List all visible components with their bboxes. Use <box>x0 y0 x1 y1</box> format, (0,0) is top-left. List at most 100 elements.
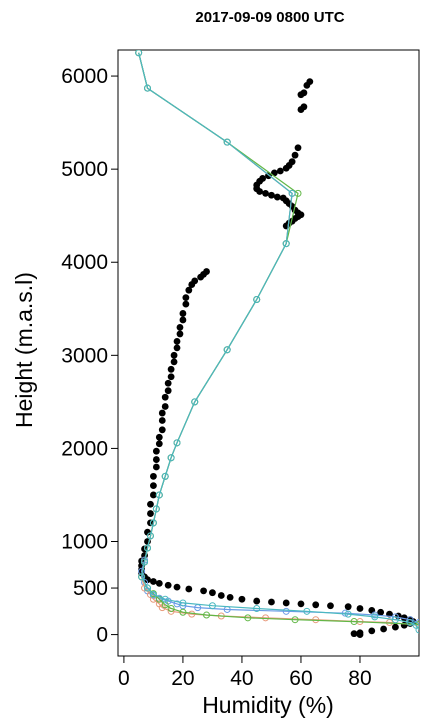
data-point <box>291 616 299 624</box>
series-4 <box>135 50 419 634</box>
data-point <box>144 576 151 584</box>
data-point <box>146 532 154 540</box>
y-tick-label: 500 <box>73 577 108 600</box>
data-point <box>179 316 187 324</box>
data-point <box>155 433 163 441</box>
series-line <box>138 52 419 624</box>
data-point <box>158 409 166 417</box>
data-point <box>179 608 187 616</box>
data-point <box>350 630 358 638</box>
data-point <box>173 439 181 447</box>
data-point <box>368 627 376 635</box>
data-point <box>158 417 166 424</box>
data-point <box>276 167 284 175</box>
data-point <box>415 626 419 634</box>
series-0 <box>138 78 417 638</box>
data-point <box>167 365 175 373</box>
data-point <box>262 189 269 197</box>
data-point <box>155 491 163 499</box>
data-point <box>144 84 152 92</box>
data-point <box>144 528 151 536</box>
data-point <box>273 193 281 201</box>
data-point <box>182 294 190 302</box>
data-point <box>406 618 414 626</box>
data-point <box>147 510 154 517</box>
data-point <box>297 106 305 113</box>
data-point <box>141 558 149 566</box>
data-point <box>138 573 146 581</box>
data-point <box>368 606 376 614</box>
data-point <box>158 426 166 434</box>
series-layer <box>135 50 419 638</box>
data-point <box>344 603 352 611</box>
data-point <box>155 579 163 587</box>
data-point <box>176 324 184 331</box>
data-point <box>161 393 169 401</box>
data-point <box>167 454 175 462</box>
data-point <box>152 456 160 463</box>
data-point <box>327 602 334 610</box>
y-tick-label: 3000 <box>61 344 108 367</box>
data-point <box>303 81 311 89</box>
data-point <box>391 623 399 631</box>
data-point <box>226 593 234 601</box>
data-point <box>149 591 157 599</box>
data-point <box>380 625 387 633</box>
y-tick-label: 0 <box>96 624 108 647</box>
data-point <box>253 597 261 605</box>
data-point <box>135 50 143 57</box>
data-point <box>297 91 305 99</box>
data-point <box>203 611 211 619</box>
data-point <box>179 599 187 607</box>
data-point <box>173 583 181 591</box>
data-point <box>208 602 216 610</box>
data-point <box>391 616 399 624</box>
data-point <box>268 598 275 606</box>
data-point <box>152 505 160 513</box>
data-point <box>400 621 408 629</box>
data-point <box>282 164 290 172</box>
y-axis: 0 500 1000 2000 3000 4000 5000 6000 <box>61 65 118 647</box>
data-point <box>356 605 364 612</box>
data-point <box>164 387 172 395</box>
x-tick-label: 80 <box>348 667 371 690</box>
data-point <box>167 605 175 613</box>
data-point <box>282 240 290 248</box>
data-point <box>371 611 379 619</box>
data-point <box>161 595 169 603</box>
data-point <box>185 286 193 294</box>
data-point <box>167 373 175 381</box>
y-tick-label: 4000 <box>61 251 108 274</box>
data-point <box>179 310 187 317</box>
data-point <box>182 300 190 308</box>
data-point <box>144 584 152 592</box>
y-tick-label: 6000 <box>61 65 108 88</box>
data-point <box>161 472 169 480</box>
data-point <box>170 358 178 366</box>
data-point <box>152 463 160 471</box>
y-tick-label: 5000 <box>61 158 108 181</box>
data-point <box>415 620 419 628</box>
data-point <box>282 599 290 607</box>
y-axis-label: Height (m.a.s.l) <box>11 272 37 428</box>
data-point <box>291 151 299 159</box>
chart-title: 2017-09-09 0800 UTC <box>195 9 344 26</box>
data-point <box>150 472 157 480</box>
data-point <box>253 605 261 613</box>
data-point <box>147 500 154 508</box>
data-point <box>238 595 246 603</box>
data-point <box>371 613 379 621</box>
data-point <box>150 578 157 585</box>
data-point <box>173 337 181 345</box>
data-point <box>185 585 193 593</box>
data-point <box>256 188 264 195</box>
series-line <box>138 52 419 626</box>
data-point <box>377 608 385 616</box>
series-1 <box>135 50 419 626</box>
data-point <box>356 631 364 638</box>
data-point <box>297 600 305 608</box>
plot-frame <box>117 49 420 657</box>
data-point <box>155 440 163 448</box>
data-point <box>188 281 196 288</box>
